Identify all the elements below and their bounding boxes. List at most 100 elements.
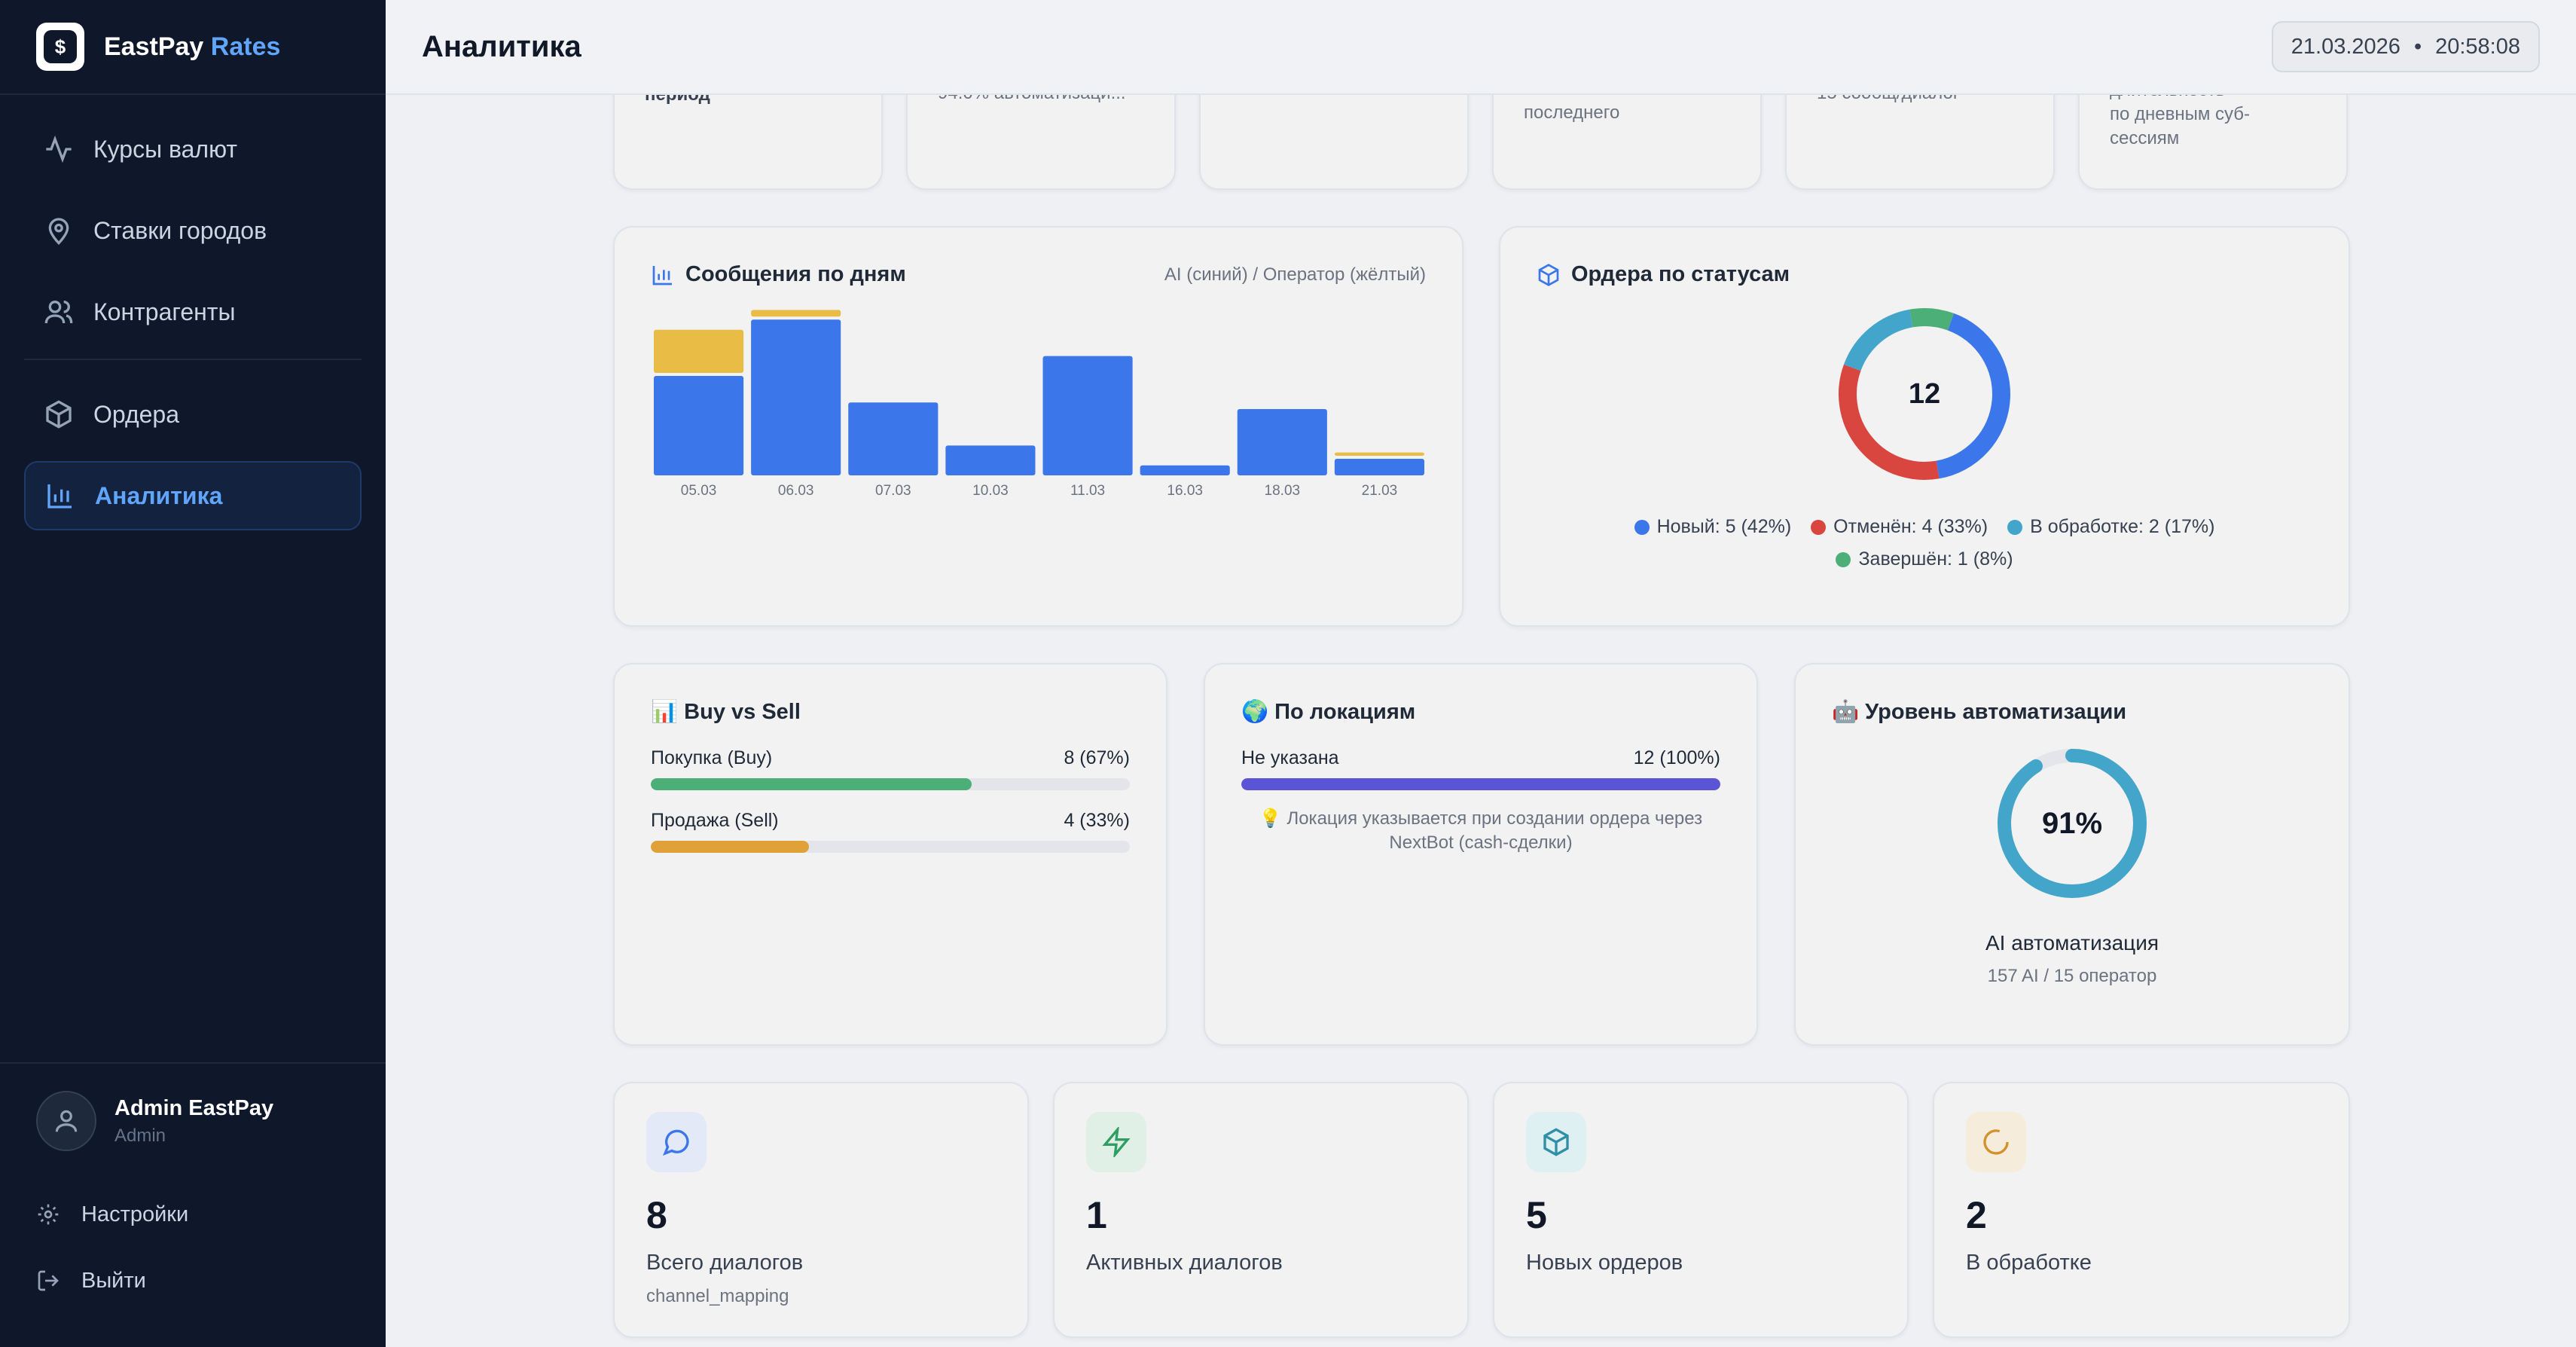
topbar: Аналитика 21.03.2026 • 20:58:08 [386, 0, 2576, 95]
logout-icon [38, 1270, 59, 1291]
stat-card-new-orders: 5 Новых ордеров [1493, 1082, 1909, 1338]
messages-chart-legend-note: AI (синий) / Оператор (жёлтый) [1164, 264, 1426, 285]
legend-dot [2007, 519, 2023, 535]
location-value: 12 (100%) [1633, 747, 1720, 768]
stat-label: Всего диалогов [646, 1251, 804, 1275]
message-circle-icon [662, 1129, 689, 1156]
locations-note: 💡 Локация указывается при создании ордер… [1259, 808, 1703, 853]
sidebar-item-analytics[interactable]: Аналитика [24, 461, 362, 530]
sell-bar-track [651, 841, 1130, 853]
sidebar-item-rates[interactable]: Курсы валют [24, 115, 362, 184]
logout-link[interactable]: Выйти [36, 1248, 349, 1314]
automation-ring-fill [1998, 749, 2147, 898]
legend-label: Завершён: 1 (8%) [1858, 548, 2013, 570]
sidebar-item-label: Ордера [93, 400, 180, 428]
legend-dot [1811, 519, 1827, 535]
operator-bar [1334, 452, 1424, 456]
automation-percent: 91% [2041, 806, 2103, 840]
legend-item: Отменён: 4 (33%) [1811, 516, 1988, 538]
sell-value: 4 (33%) [1064, 810, 1130, 831]
location-bar-fill [1241, 778, 1720, 790]
activity-icon [46, 135, 72, 163]
automation-title: 🤖 Уровень автоматизации [1832, 700, 2127, 724]
stat-icon-bg [1526, 1112, 1586, 1172]
location-label: Не указана [1241, 747, 1339, 768]
stat-icon-bg [646, 1112, 707, 1172]
stat-card-active-dialogs: 1 Активных диалогов [1053, 1082, 1469, 1338]
x-tick-label: 16.03 [1167, 483, 1203, 499]
stat-icon-bg [1086, 1112, 1146, 1172]
sidebar-item-label: Ставки городов [93, 216, 267, 244]
ai-bar [1334, 459, 1424, 475]
nav-divider [24, 359, 362, 360]
legend-item: Завершён: 1 (8%) [1836, 548, 2013, 570]
messages-chart-title-text: Сообщения по дням [685, 262, 906, 286]
brand-logo: $ [36, 23, 84, 71]
sidebar-item-counterparties[interactable]: Контрагенты [24, 277, 362, 347]
sell-label: Продажа (Sell) [651, 810, 779, 831]
settings-label: Настройки [81, 1202, 189, 1226]
messages-chart-title: Сообщения по дням [651, 262, 906, 287]
ai-bar [1140, 465, 1230, 475]
brand-name-accent: Rates [210, 32, 281, 61]
bar-chart-icon [47, 484, 72, 509]
buy-label: Покупка (Buy) [651, 747, 773, 768]
map-pin-icon [48, 218, 69, 246]
legend-label: В обработке: 2 (17%) [2030, 516, 2215, 537]
stat-value: 1 [1086, 1194, 1107, 1236]
orders-status-card: Ордера по статусам 12 Новый: 5 (42%) Отме… [1499, 226, 2350, 627]
sidebar-nav: Курсы валют Ставки городов Контрагенты О… [0, 95, 386, 530]
stat-label: Новых ордеров [1526, 1251, 1683, 1275]
ai-bar [654, 376, 744, 475]
package-icon [1538, 263, 1559, 286]
location-bar-track [1241, 778, 1720, 790]
brand[interactable]: $ EastPay Rates [0, 0, 386, 95]
legend-dot [1634, 519, 1650, 535]
sidebar-item-label: Аналитика [95, 481, 223, 509]
ai-bar [945, 445, 1036, 475]
current-time: 20:58:08 [2435, 34, 2520, 59]
orders-status-title-text: Ордера по статусам [1571, 262, 1790, 286]
x-tick-label: 06.03 [778, 483, 814, 499]
sidebar-footer: Admin EastPay Admin Настройки Выйти [0, 1062, 386, 1347]
x-tick-label: 21.03 [1362, 483, 1398, 499]
gear-icon [38, 1204, 59, 1225]
stat-label: Активных диалогов [1086, 1251, 1283, 1275]
stat-icon-bg [1966, 1112, 2026, 1172]
sidebar-item-orders[interactable]: Ордера [24, 380, 362, 449]
donut-slice [1839, 364, 1940, 480]
legend-item: Новый: 5 (42%) [1634, 516, 1791, 538]
buy-value: 8 (67%) [1064, 747, 1130, 768]
datetime-separator: • [2413, 34, 2422, 59]
brand-name: EastPay Rates [104, 32, 280, 62]
automation-sub: 157 AI / 15 оператор [1987, 966, 2157, 986]
sidebar-item-city-rates[interactable]: Ставки городов [24, 196, 362, 265]
legend-dot [1836, 551, 1851, 567]
settings-link[interactable]: Настройки [36, 1181, 349, 1248]
x-tick-label: 07.03 [875, 483, 911, 499]
sidebar-item-label: Курсы валют [93, 135, 238, 163]
operator-bar [654, 329, 744, 373]
legend-item: В обработке: 2 (17%) [2007, 516, 2214, 538]
ai-bar [848, 402, 939, 475]
sell-row: Продажа (Sell) 4 (33%) [651, 810, 1130, 853]
bar-chart-icon [652, 265, 672, 285]
x-tick-label: 11.03 [1070, 483, 1105, 499]
user-role: Admin [114, 1125, 166, 1146]
x-tick-label: 05.03 [681, 483, 717, 499]
orders-status-title: Ордера по статусам [1537, 262, 2312, 287]
stat-card-in-progress: 2 В обработке [1933, 1082, 2350, 1338]
ai-bar [751, 319, 841, 475]
x-tick-label: 18.03 [1265, 483, 1301, 499]
buy-sell-card: 📊 Buy vs Sell Покупка (Buy) 8 (67%) Прода… [613, 663, 1167, 1046]
automation-ring-svg [1998, 749, 2147, 898]
user-profile[interactable]: Admin EastPay Admin [36, 1091, 349, 1151]
operator-bar [751, 310, 841, 317]
sidebar: $ EastPay Rates Курсы валют Ставки город… [0, 0, 386, 1347]
messages-chart-card: Сообщения по дням AI (синий) / Оператор … [613, 226, 1463, 627]
user-icon [55, 1110, 78, 1132]
logout-label: Выйти [81, 1268, 146, 1293]
avatar [36, 1091, 96, 1151]
location-row: Не указана 12 (100%) [1241, 747, 1720, 790]
